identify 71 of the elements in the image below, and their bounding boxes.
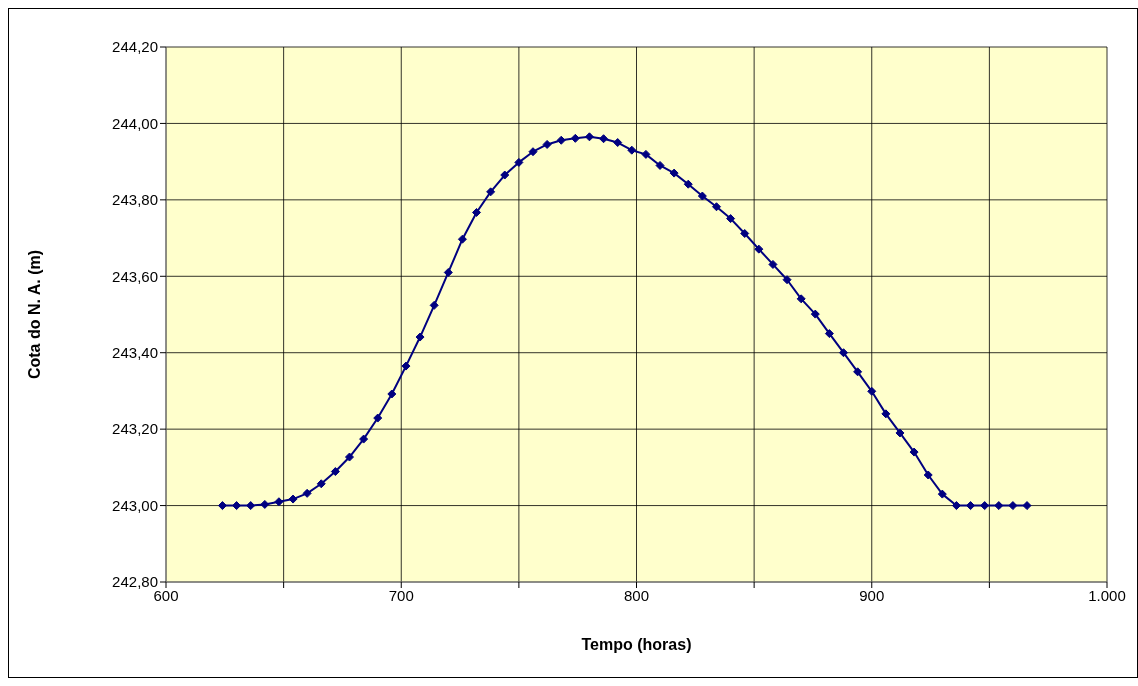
point (1008, 501, 1018, 511)
point (796, 294, 806, 304)
point (881, 409, 891, 419)
point (655, 160, 665, 170)
point (613, 138, 623, 148)
point (966, 501, 976, 511)
point (754, 244, 764, 254)
point (923, 470, 933, 480)
point (867, 386, 877, 396)
point (711, 202, 721, 212)
point (302, 488, 312, 498)
point (486, 187, 496, 197)
point (570, 133, 580, 143)
point (740, 228, 750, 238)
point (1022, 501, 1032, 511)
point (401, 361, 411, 371)
x-tick-label: 1.000 (1088, 586, 1126, 604)
point (373, 413, 383, 423)
point (584, 132, 594, 142)
point (344, 452, 354, 462)
point (839, 348, 849, 358)
y-tick-label: 243,80 (112, 191, 158, 209)
point (994, 501, 1004, 511)
point (669, 168, 679, 178)
point (641, 149, 651, 159)
point (472, 207, 482, 217)
point (542, 139, 552, 149)
point (429, 300, 439, 310)
point (415, 332, 425, 342)
y-tick-label: 243,60 (112, 267, 158, 285)
point (556, 135, 566, 145)
point (909, 447, 919, 457)
y-tick-label: 244,20 (112, 38, 158, 56)
y-tick-label: 243,20 (112, 420, 158, 438)
point (853, 367, 863, 377)
point (599, 134, 609, 144)
point (528, 147, 538, 157)
point (951, 501, 961, 511)
point (274, 497, 284, 507)
point (457, 234, 467, 244)
x-tick-label: 700 (388, 586, 414, 604)
point (824, 329, 834, 339)
x-tick-label: 800 (623, 586, 650, 604)
point (387, 389, 397, 399)
point (895, 428, 905, 438)
point (683, 179, 693, 189)
y-tick-label: 244,00 (112, 114, 158, 132)
point (768, 259, 778, 269)
point (697, 191, 707, 201)
point (810, 309, 820, 319)
point (260, 499, 270, 509)
y-tick-label: 243,40 (112, 344, 158, 362)
y-axis-title: Cota do N. A. (m) (25, 249, 43, 380)
point (726, 214, 736, 224)
point (514, 157, 524, 167)
point (627, 145, 637, 155)
point (330, 467, 340, 477)
point (782, 275, 792, 285)
point (217, 501, 227, 511)
point (359, 434, 369, 444)
point (316, 479, 326, 489)
x-tick-label: 900 (859, 586, 885, 604)
point (500, 170, 510, 180)
point (246, 501, 256, 511)
point (443, 267, 453, 277)
y-tick-label: 243,00 (112, 496, 158, 514)
point (937, 489, 947, 499)
x-axis-title: Tempo (horas) (581, 636, 692, 653)
point (232, 501, 242, 511)
point (980, 501, 990, 511)
point (288, 494, 298, 504)
